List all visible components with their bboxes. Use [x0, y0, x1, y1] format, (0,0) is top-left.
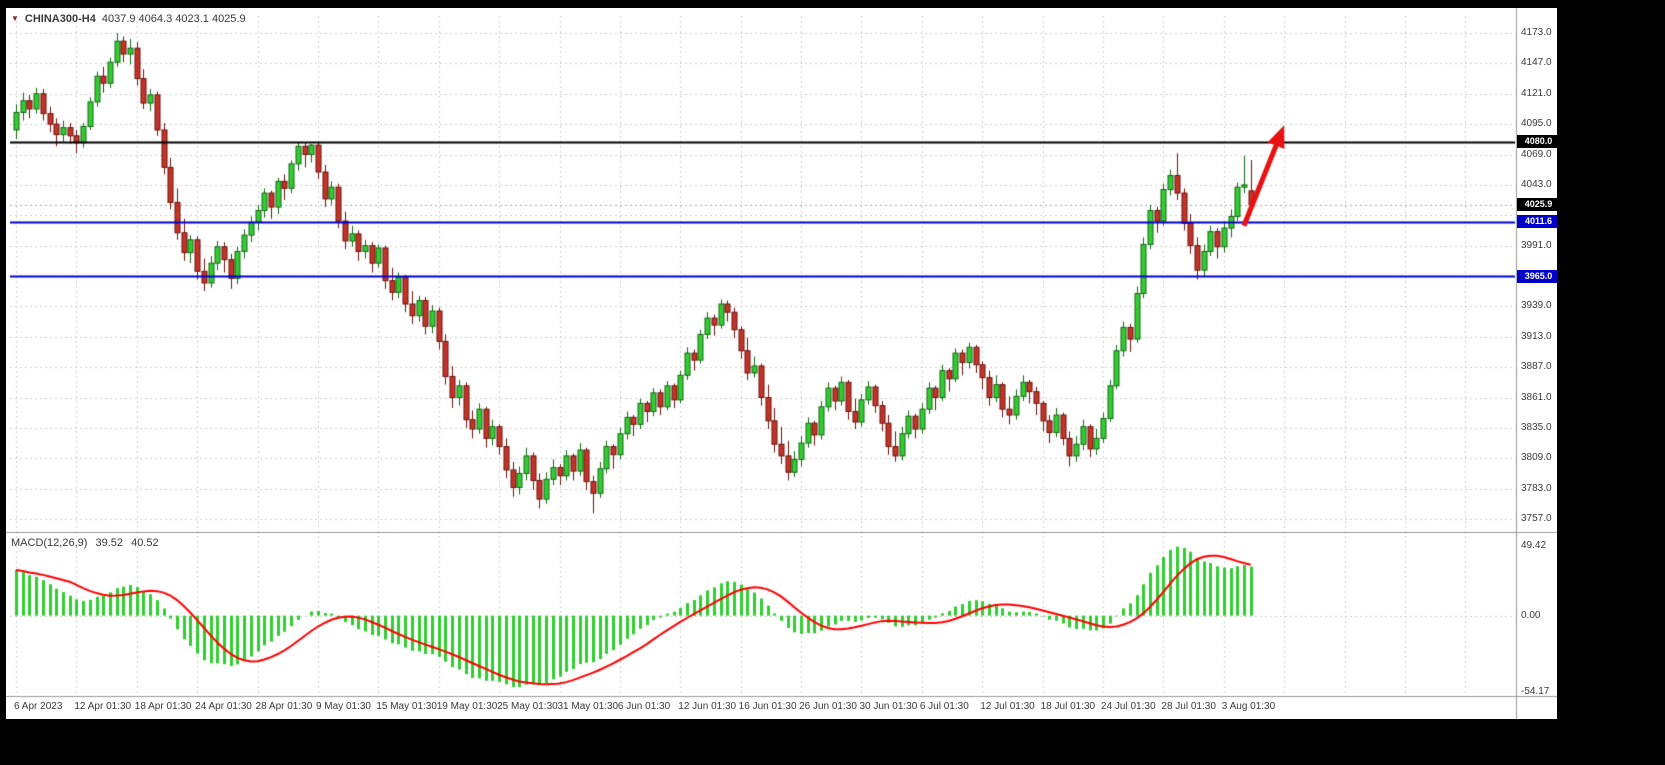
- macd-label: MACD(12,26,9) 39.52 40.52: [11, 537, 164, 549]
- price-tick-label: 3809.0: [1521, 452, 1552, 464]
- date-tick-label: 24 Jul 01:30: [1101, 701, 1156, 712]
- date-tick-label: 12 Apr 01:30: [74, 701, 132, 712]
- date-tick-label: 25 May 01:30: [497, 701, 558, 712]
- date-tick-label: 31 May 01:30: [557, 701, 619, 712]
- price-level-tag: 4080.0: [1517, 135, 1557, 149]
- price-tick-label: 4069.0: [1521, 148, 1552, 160]
- price-tick-label: 4147.0: [1521, 57, 1552, 69]
- date-tick-label: 18 Jul 01:30: [1040, 701, 1096, 712]
- price-tick-label: 3835.0: [1521, 421, 1552, 433]
- price-tick-label: 4121.0: [1521, 87, 1552, 99]
- price-tick-label: 3939.0: [1521, 300, 1552, 312]
- symbol-marker-icon: ▼: [11, 14, 19, 23]
- macd-signal-value: 40.52: [131, 537, 159, 549]
- date-tick-label: 18 Apr 01:30: [134, 701, 192, 712]
- date-tick-label: 12 Jun 01:30: [678, 701, 737, 712]
- date-tick-label: 15 May 01:30: [376, 701, 437, 712]
- date-tick-label: 19 May 01:30: [436, 701, 498, 712]
- price-tick-label: 4173.0: [1521, 27, 1552, 38]
- price-tick-label: 3991.0: [1521, 239, 1552, 251]
- chart-header: ▼ CHINA300-H4 4037.9 4064.3 4023.1 4025.…: [11, 13, 246, 25]
- price-level-tag: 3965.0: [1517, 269, 1557, 283]
- price-tick-label: 3783.0: [1521, 482, 1552, 494]
- price-tick-label: 3861.0: [1521, 391, 1552, 403]
- date-tick-label: 28 Apr 01:30: [255, 701, 313, 712]
- date-tick-label: 24 Apr 01:30: [195, 701, 252, 712]
- ohlc-values: 4037.9 4064.3 4023.1 4025.9: [101, 13, 246, 25]
- date-tick-label: 6 Apr 2023: [14, 701, 63, 712]
- price-tick-label: 3887.0: [1521, 361, 1552, 373]
- date-tick-label: 12 Jul 01:30: [980, 701, 1035, 712]
- price-tick-label: 3757.0: [1521, 513, 1552, 524]
- date-tick-label: 30 Jun 01:30: [859, 701, 918, 712]
- macd-tick-label: 0.00: [1521, 609, 1541, 621]
- date-tick-label: 9 May 01:30: [315, 701, 371, 712]
- macd-tick-label: 49.42: [1521, 540, 1547, 551]
- date-tick-label: 3 Aug 01:30: [1221, 701, 1276, 712]
- price-level-tag: 4025.9: [1517, 198, 1557, 212]
- macd-indicator-name: MACD(12,26,9): [11, 537, 88, 549]
- chart-window: ▼ CHINA300-H4 4037.9 4064.3 4023.1 4025.…: [6, 8, 1557, 719]
- date-tick-label: 6 Jun 01:30: [617, 701, 671, 712]
- price-level-tag: 4011.6: [1517, 215, 1557, 229]
- date-tick-label: 26 Jun 01:30: [799, 701, 857, 712]
- price-tick-label: 4095.0: [1521, 118, 1552, 130]
- symbol-title: CHINA300-H4: [24, 13, 96, 25]
- date-tick-label: 16 Jun 01:30: [738, 701, 797, 712]
- date-tick-label: 6 Jul 01:30: [919, 701, 969, 712]
- price-tick-label: 3913.0: [1521, 330, 1552, 342]
- price-tick-label: 4043.0: [1521, 178, 1552, 190]
- chart-canvas[interactable]: [6, 8, 1557, 719]
- date-tick-label: 28 Jul 01:30: [1161, 701, 1216, 712]
- macd-main-value: 39.52: [95, 537, 124, 549]
- macd-tick-label: -54.17: [1521, 686, 1550, 697]
